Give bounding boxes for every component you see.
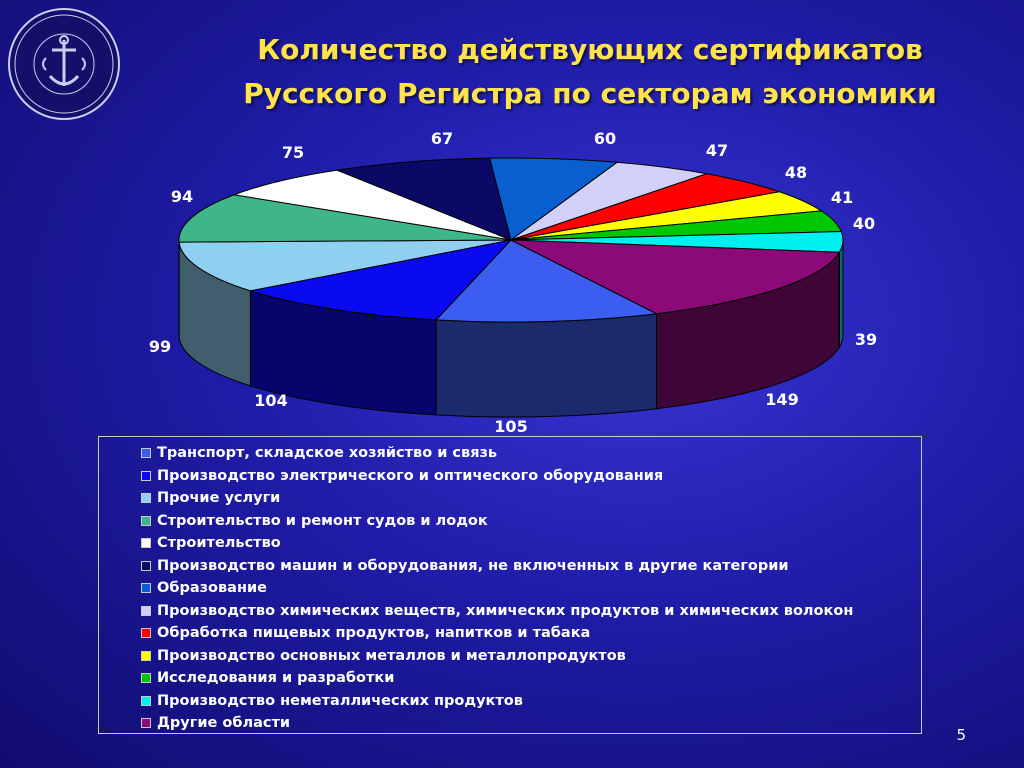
pie-slice-4 bbox=[178, 194, 512, 243]
pie-slice-side-1 bbox=[435, 313, 658, 418]
pie-slice-6 bbox=[335, 157, 512, 241]
pie-slice-1 bbox=[434, 239, 659, 323]
legend-label: Производство машин и оборудования, не вк… bbox=[157, 557, 789, 574]
page-number: 5 bbox=[956, 726, 966, 744]
title-line-2: Русского Регистра по секторам экономики bbox=[243, 77, 937, 110]
legend-swatch bbox=[141, 560, 151, 571]
data-label-2: 104 bbox=[254, 391, 287, 410]
legend-item: Производство электрического и оптическог… bbox=[141, 465, 921, 488]
data-label-11: 40 bbox=[853, 214, 875, 233]
pie-slice-2 bbox=[250, 239, 513, 321]
data-label-13: 149 bbox=[765, 390, 798, 409]
data-label-9: 48 bbox=[785, 163, 807, 182]
legend-label: Строительство bbox=[157, 535, 281, 552]
legend-swatch bbox=[141, 673, 151, 684]
pie-slice-5 bbox=[232, 169, 512, 241]
legend-swatch bbox=[141, 448, 151, 459]
pie-slice-13 bbox=[510, 239, 841, 315]
legend-label: Производство химических веществ, химичес… bbox=[157, 602, 854, 619]
legend-item: Производство машин и оборудования, не вк… bbox=[141, 555, 921, 578]
legend-item: Производство химических веществ, химичес… bbox=[141, 600, 921, 623]
legend-item: Обработка пищевых продуктов, напитков и … bbox=[141, 622, 921, 645]
legend-swatch bbox=[141, 538, 151, 549]
legend-item: Транспорт, складское хозяйство и связь bbox=[141, 442, 921, 465]
data-label-7: 60 bbox=[594, 129, 616, 148]
data-label-1: 105 bbox=[494, 417, 527, 436]
legend-item: Строительство и ремонт судов и лодок bbox=[141, 510, 921, 533]
data-label-5: 67 bbox=[431, 129, 453, 148]
pie-sides bbox=[178, 239, 844, 418]
legend-item: Производство неметаллических продуктов bbox=[141, 690, 921, 713]
data-label-3: 99 bbox=[149, 337, 171, 356]
legend-item: Строительство bbox=[141, 532, 921, 555]
legend-item: Исследования и разработки bbox=[141, 667, 921, 690]
legend-label: Строительство и ремонт судов и лодок bbox=[157, 512, 488, 529]
legend-label: Производство неметаллических продуктов bbox=[157, 692, 523, 709]
legend-label: Производство электрического и оптическог… bbox=[157, 467, 664, 484]
legend-swatch bbox=[141, 583, 151, 594]
data-label-6: 75 bbox=[282, 143, 304, 162]
data-label-4: 94 bbox=[171, 187, 193, 206]
legend-swatch bbox=[141, 695, 151, 706]
pie-slice-side-12 bbox=[838, 239, 844, 350]
pie-top bbox=[178, 157, 844, 323]
legend-label: Обработка пищевых продуктов, напитков и … bbox=[157, 625, 591, 642]
legend-swatch bbox=[141, 718, 151, 729]
slide-title: Количество действующих сертификатов Русс… bbox=[175, 28, 1005, 116]
data-label-10: 41 bbox=[831, 188, 853, 207]
legend-swatch bbox=[141, 650, 151, 661]
pie-slice-3 bbox=[178, 239, 512, 292]
title-line-1: Количество действующих сертификатов bbox=[257, 33, 923, 66]
legend-label: Исследования и разработки bbox=[157, 670, 395, 687]
legend-swatch bbox=[141, 628, 151, 639]
russian-register-logo bbox=[8, 8, 120, 120]
legend-label: Транспорт, складское хозяйство и связь bbox=[157, 445, 498, 462]
data-label-12: 39 bbox=[855, 330, 877, 349]
legend-swatch bbox=[141, 493, 151, 504]
legend-label: Производство основных металлов и металло… bbox=[157, 647, 626, 664]
legend-item: Образование bbox=[141, 577, 921, 600]
legend-swatch bbox=[141, 470, 151, 481]
legend-label: Другие области bbox=[157, 715, 291, 732]
legend-swatch bbox=[141, 515, 151, 526]
chart-legend: Транспорт, складское хозяйство и связь Пр… bbox=[98, 436, 922, 734]
legend-item: Производство основных металлов и металло… bbox=[141, 645, 921, 668]
legend-item: Другие области bbox=[141, 712, 921, 735]
pie-slice-7 bbox=[489, 157, 619, 241]
legend-label: Прочие услуги bbox=[157, 490, 281, 507]
data-label-8: 47 bbox=[706, 141, 728, 160]
legend-item: Прочие услуги bbox=[141, 487, 921, 510]
legend-label: Образование bbox=[157, 580, 267, 597]
legend-swatch bbox=[141, 605, 151, 616]
